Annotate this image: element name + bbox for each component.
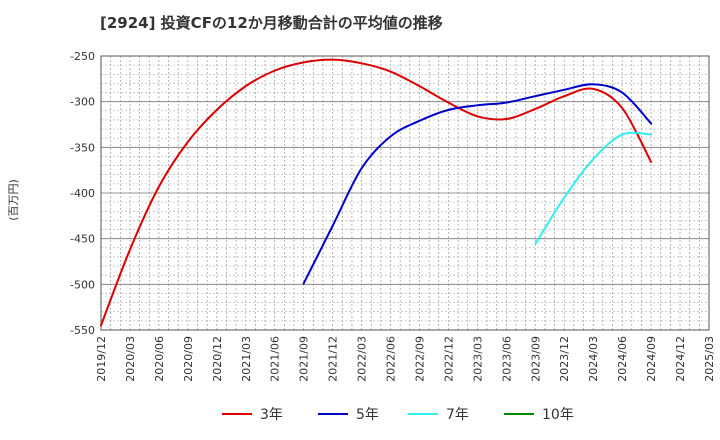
x-tick-label: 2024/09 xyxy=(645,336,658,382)
plot-frame xyxy=(100,55,710,331)
x-tick-label: 2021/12 xyxy=(327,336,340,382)
x-tick-label: 2021/03 xyxy=(240,336,253,382)
x-tick-label: 2020/09 xyxy=(182,336,195,382)
x-tick-label: 2022/03 xyxy=(356,336,369,382)
grid-layer xyxy=(101,56,709,330)
y-axis-ticks: -550 -500 -450 -400 -350 -300 -250 xyxy=(70,50,95,337)
legend-label-4: 10年 xyxy=(542,407,574,423)
legend-label-2: 5年 xyxy=(356,407,379,423)
y-tick-label: -400 xyxy=(70,187,95,200)
y-tick-label: -450 xyxy=(70,233,95,246)
y-axis-label: (百万円) xyxy=(7,179,20,221)
x-tick-label: 2020/12 xyxy=(211,336,224,382)
x-tick-label: 2025/03 xyxy=(703,336,716,382)
x-axis-ticks: 2019/12 2020/03 2020/06 2020/09 2020/12 2021/… xyxy=(95,336,716,382)
x-tick-label: 2020/06 xyxy=(153,336,166,382)
legend-label-1: 3年 xyxy=(260,407,283,423)
chart-title: [2924] 投資CFの12か月移動合計の平均値の推移 xyxy=(100,14,443,32)
x-tick-label: 2024/12 xyxy=(674,336,687,382)
x-tick-label: 2021/06 xyxy=(269,336,282,382)
x-tick-label: 2024/03 xyxy=(587,336,600,382)
legend: 3年 5年 7年 10年 xyxy=(222,407,574,423)
x-tick-label: 2020/03 xyxy=(124,336,137,382)
series-line-2 xyxy=(302,83,653,285)
legend-label-3: 7年 xyxy=(446,407,469,423)
series-line-1 xyxy=(100,58,653,327)
y-tick-label: -500 xyxy=(70,278,95,291)
series-line-3 xyxy=(534,131,653,246)
x-tick-label: 2021/09 xyxy=(298,336,311,382)
x-tick-label: 2023/03 xyxy=(471,336,484,382)
y-tick-label: -300 xyxy=(70,96,95,109)
x-tick-label: 2023/06 xyxy=(500,336,513,382)
x-tick-label: 2023/12 xyxy=(558,336,571,382)
y-tick-label: -350 xyxy=(70,141,95,154)
y-tick-label: -250 xyxy=(70,50,95,63)
x-tick-label: 2022/09 xyxy=(413,336,426,382)
x-tick-label: 2022/06 xyxy=(385,336,398,382)
series-layer xyxy=(100,58,653,327)
x-tick-label: 2022/12 xyxy=(442,336,455,382)
x-tick-label: 2019/12 xyxy=(95,336,108,382)
y-tick-label: -550 xyxy=(70,324,95,337)
x-tick-label: 2024/06 xyxy=(616,336,629,382)
x-tick-label: 2023/09 xyxy=(529,336,542,382)
